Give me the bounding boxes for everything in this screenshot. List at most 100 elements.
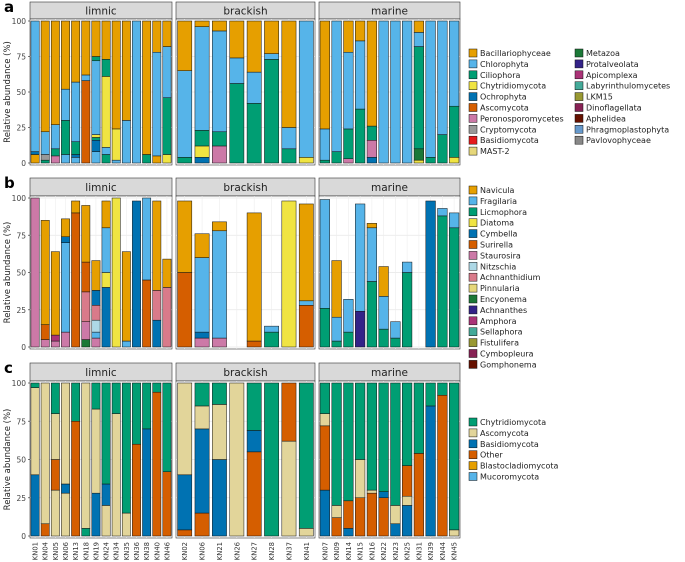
- bar-segment-ciliophora: [194, 130, 210, 147]
- x-tick-label: KN13: [72, 542, 80, 560]
- bar-segment-navicula: [298, 203, 314, 302]
- bar-segment-chytridiomycota: [101, 76, 111, 148]
- legend-label: Ciliophora: [480, 71, 520, 80]
- bar-segment-ciliophora: [91, 56, 101, 62]
- bar-segment-licmophora: [437, 215, 448, 348]
- bar-segment-ciliophora: [413, 46, 424, 150]
- legend-swatch: [468, 103, 478, 112]
- bar-segment-ciliophora: [425, 157, 436, 164]
- legend-label: Basidiomycota: [480, 136, 539, 145]
- bar-segment-ascomycota: [355, 459, 366, 498]
- bar-segment-ciliophora: [449, 105, 460, 158]
- bar-segment-other: [331, 517, 342, 537]
- bar-segment-ciliophora: [264, 59, 279, 164]
- bar-segment-navicula: [81, 205, 91, 263]
- y-tick-label: 0: [21, 343, 26, 352]
- facet-marine: marine: [318, 1, 461, 166]
- bar-segment-ascomycota: [281, 440, 297, 537]
- bar-segment-achnanthidium: [81, 291, 91, 322]
- bar-segment-other: [177, 529, 193, 537]
- bar-segment-fragilaria: [101, 227, 111, 273]
- bar-segment-chytridiomycota: [425, 382, 436, 407]
- bar-segment-navicula: [101, 200, 111, 229]
- bar-segment-chlorophyta: [413, 32, 424, 47]
- legend-label: Cymbopleura: [480, 350, 534, 359]
- bar-segment-chlorophyta: [378, 20, 389, 164]
- bar-segment-basidiomycota: [194, 428, 210, 514]
- bar-segment-ciliophora: [331, 151, 342, 164]
- legend-label: Peronosporomycetes: [480, 114, 564, 123]
- bar-segment-bacillariophyceae: [177, 20, 193, 71]
- bar-segment-chlorophyta: [402, 20, 413, 164]
- legend-label: Other: [480, 451, 503, 460]
- bar-segment-ochrophyta: [194, 157, 210, 164]
- bar-segment-ciliophora: [162, 97, 172, 155]
- bar-segment-chytridiomycota: [319, 382, 330, 414]
- bar-segment-ciliophora: [343, 128, 354, 159]
- legend-label: Achnanthes: [480, 306, 527, 315]
- panel-letter: b: [4, 174, 15, 192]
- bar-segment-bacillariophyceae: [212, 20, 227, 32]
- bar-segment-chytridiomycota: [378, 382, 389, 492]
- legend-label: Staurosira: [480, 251, 521, 260]
- bar-segment-staurosira: [50, 340, 60, 348]
- bar-segment-other: [71, 421, 81, 537]
- y-tick-label: 75: [16, 417, 26, 426]
- bar-segment-chlorophyta: [111, 159, 121, 164]
- legend-swatch: [468, 272, 478, 282]
- bar-segment-fragilaria: [298, 300, 314, 306]
- bar-segment-ascomycota: [298, 528, 314, 537]
- bar-segment-staurosira: [91, 337, 101, 348]
- bar-segment-ciliophora: [212, 131, 227, 147]
- facet-limnic: limnic: [29, 1, 173, 166]
- facet-strip-label: marine: [371, 182, 408, 194]
- bar-segment-diatoma: [101, 272, 111, 288]
- bar-segment-ascomycota: [121, 512, 131, 537]
- x-tick-label: KN36: [133, 542, 141, 560]
- bar-segment-achnanthidium: [162, 287, 172, 348]
- legend-label: Metazoa: [586, 49, 620, 58]
- y-tick-label: 100: [12, 194, 27, 203]
- bar-segment-chlorophyta: [331, 20, 342, 152]
- bar-segment-ciliophora: [71, 141, 81, 155]
- legend-label: Nitzschia: [480, 262, 516, 271]
- bar-segment-metazoa: [413, 148, 424, 161]
- legend-label: Amphora: [480, 317, 517, 326]
- x-tick-label: KN45: [451, 542, 459, 560]
- bar-segment-other: [378, 497, 389, 537]
- bar-segment-ascomycota: [81, 382, 91, 529]
- legend-swatch: [468, 461, 478, 470]
- facet-strip-label: limnic: [85, 367, 117, 379]
- bar-segment-chlorophyta: [91, 60, 101, 135]
- bar-segment-cymbella: [132, 200, 141, 348]
- bar-segment-bacillariophyceae: [281, 20, 297, 128]
- bar-segment-licmophora: [319, 308, 330, 348]
- bar-segment-licmophora: [366, 281, 377, 348]
- panel-a: a Relative abundance (%) 0 25 50 75 100 limnic b…: [3, 0, 670, 168]
- legend-swatch: [468, 114, 478, 123]
- legend-swatch: [574, 135, 584, 145]
- bar-segment-diatoma: [111, 197, 121, 348]
- bar-segment-licmophora: [390, 337, 401, 348]
- bar-segment-bacillariophyceae: [194, 20, 210, 27]
- bar-segment-staurosira: [61, 331, 70, 348]
- bar-segment-fragilaria: [264, 325, 279, 333]
- bar-segment-chytridiomycota: [298, 382, 314, 529]
- bar-segment-chlorophyta: [281, 127, 297, 150]
- bar-segment-bacillariophyceae: [229, 20, 245, 59]
- bar-segment-other: [132, 443, 141, 537]
- legend-swatch: [574, 70, 584, 80]
- bar-segment-licmophora: [264, 331, 279, 348]
- legend-swatch: [468, 59, 478, 69]
- bar-segment-ascomycota: [212, 404, 227, 460]
- facet-strip-label: brackish: [223, 367, 267, 379]
- bar-segment-basidiomycota: [91, 492, 101, 537]
- bar-segment-bacillariophyceae: [50, 20, 60, 125]
- bar-segment-ascomycota: [366, 489, 377, 494]
- bar-segment-staurosira: [194, 337, 210, 348]
- bar-segment-chytridiomycota: [246, 382, 262, 431]
- facet-brackish: brackish: [175, 177, 316, 350]
- bar-segment-fragilaria: [390, 321, 401, 339]
- bar-segment-cymbella: [91, 290, 101, 306]
- bar-segment-basidiomycota: [402, 505, 413, 537]
